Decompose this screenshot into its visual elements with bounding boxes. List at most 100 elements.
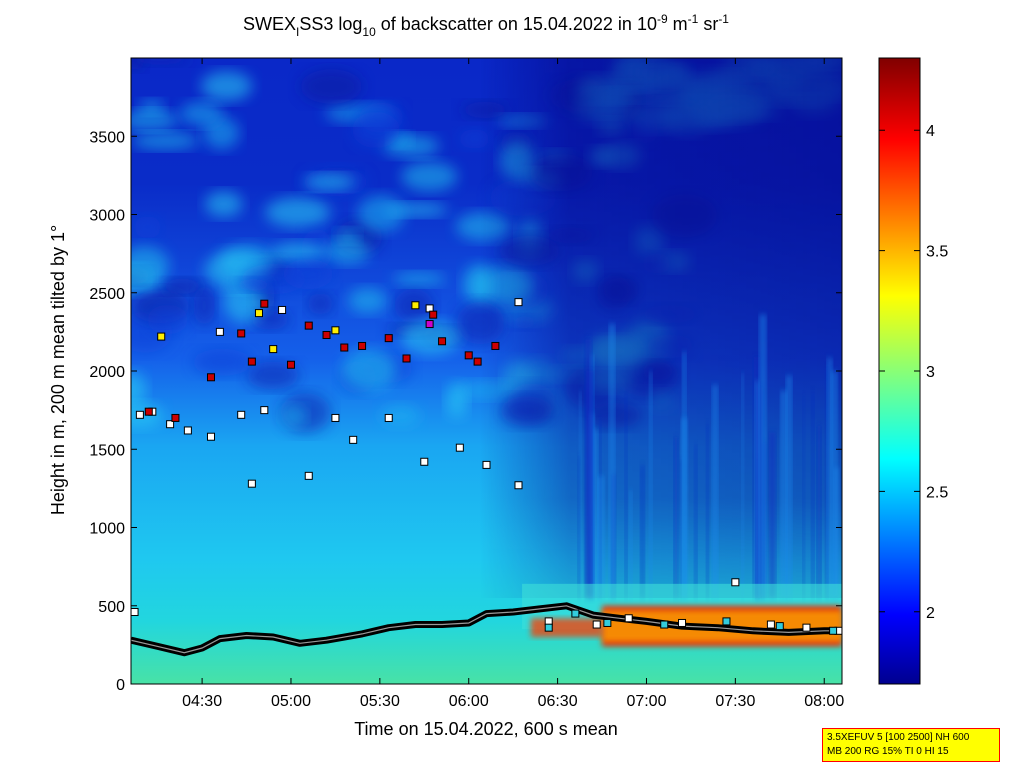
y-tick-label: 2000 [89,364,125,381]
x-tick-label: 04:30 [182,693,222,710]
layer-detection-marker [514,481,523,490]
colorbar [878,57,921,685]
layer-detection-marker [384,334,393,343]
layer-detection-marker [722,617,731,626]
backscatter-texture-patch [131,371,147,408]
layer-detection-marker [429,310,438,319]
backscatter-texture-patch [324,239,370,264]
backscatter-texture-patch [352,111,400,148]
layer-detection-marker [491,341,500,350]
y-tick-label: 2500 [89,286,125,303]
backscatter-texture-patch [401,161,458,192]
backscatter-texture-patch [341,349,397,391]
layer-detection-marker [775,622,784,631]
layer-detection-marker [358,341,367,350]
layer-detection-marker [571,609,580,618]
layer-detection-marker [384,413,393,422]
backscatter-texture-patch [131,246,170,286]
backscatter-texture-patch [134,215,162,239]
backscatter-texture-patch [382,135,440,157]
backscatter-streak [649,371,653,598]
layer-detection-marker [247,357,256,366]
backscatter-texture-patch [204,191,243,217]
layer-detection-marker [592,620,601,629]
backscatter-streak [673,436,678,598]
layer-detection-marker [215,327,224,336]
layer-detection-marker [254,309,263,318]
layer-detection-marker [286,360,295,369]
layer-detection-marker [482,460,491,469]
layer-detection-marker [766,620,775,629]
y-tick-label: 3500 [89,129,125,146]
backscatter-streak [741,373,744,598]
strong-backscatter-band [530,618,603,638]
y-tick-label: 3000 [89,208,125,225]
layer-detection-marker [438,337,447,346]
backscatter-streak [585,339,592,598]
backscatter-texture-patch [147,304,188,335]
backscatter-streak [694,444,698,598]
backscatter-texture-patch [348,287,388,314]
layer-detection-marker [660,620,669,629]
layer-detection-marker [473,357,482,366]
x-axis-label: Time on 15.04.2022, 600 s mean [354,719,618,739]
layer-detection-marker [237,329,246,338]
layer-detection-marker [260,406,269,415]
backscatter-texture-patch [192,348,252,376]
backscatter-texture-patch [281,405,307,428]
colorbar-tick-label: 3 [926,364,935,381]
backscatter-texture-patch [203,116,240,150]
layer-detection-marker [411,301,420,310]
backscatter-streak [827,357,833,598]
layer-detection-marker [331,326,340,335]
colorbar-tick-label: 2 [926,605,935,622]
chart-title: SWEXISS3 log10 of backscatter on 15.04.2… [243,12,729,39]
layer-detection-marker [731,578,740,587]
layer-detection-marker [402,354,411,363]
layer-detection-marker [144,407,153,416]
backscatter-streak [712,384,718,598]
layer-detection-marker [157,332,166,341]
backscatter-texture-patch [246,361,300,390]
layer-detection-marker [247,479,256,488]
layer-detection-marker [304,471,313,480]
backscatter-texture-patch [300,69,363,104]
layer-detection-marker [603,618,612,627]
layer-detection-marker [802,623,811,632]
layer-detection-marker [269,345,278,354]
backscatter-streak [802,395,805,598]
backscatter-texture-patch [304,174,355,191]
layer-detection-marker [278,305,287,314]
backscatter-streak [598,475,605,598]
backscatter-streak [759,314,767,598]
backscatter-streak [754,380,760,598]
backscatter-streak [579,391,582,598]
layer-detection-marker [455,443,464,452]
backscatter-streak [624,396,628,598]
layer-detection-marker [166,420,175,429]
x-axis: 04:30 05:00 05:30 06:00 06:30 07:00 07:30 08:00 [182,58,844,710]
y-axis-label: Height in m, 200 m mean tilted by 1° [48,225,68,515]
backscatter-streak [597,477,600,598]
colorbar-tick-label: 2.5 [926,484,948,501]
layer-detection-marker [260,299,269,308]
y-axis: 0 500 1000 1500 2000 2500 3000 3500 [89,129,842,694]
backscatter-texture-patch [131,132,199,150]
backscatter-texture-patch [307,292,334,315]
backscatter-texture-patch [200,71,253,102]
colorbar-tick-label: 4 [926,123,935,140]
backscatter-streak [682,351,687,598]
backscatter-streak [609,323,615,598]
x-tick-label: 08:00 [804,693,844,710]
backscatter-texture-patch [179,101,223,126]
backscatter-texture-patch [131,58,192,66]
layer-detection-marker [829,626,838,635]
layer-detection-marker [349,435,358,444]
colorbar-tick-label: 3.5 [926,244,948,261]
layer-detection-marker [340,343,349,352]
backscatter-heatmap [131,58,842,684]
backscatter-texture-patch [193,285,216,326]
layer-detection-marker [135,410,144,419]
layer-detection-marker [420,457,429,466]
